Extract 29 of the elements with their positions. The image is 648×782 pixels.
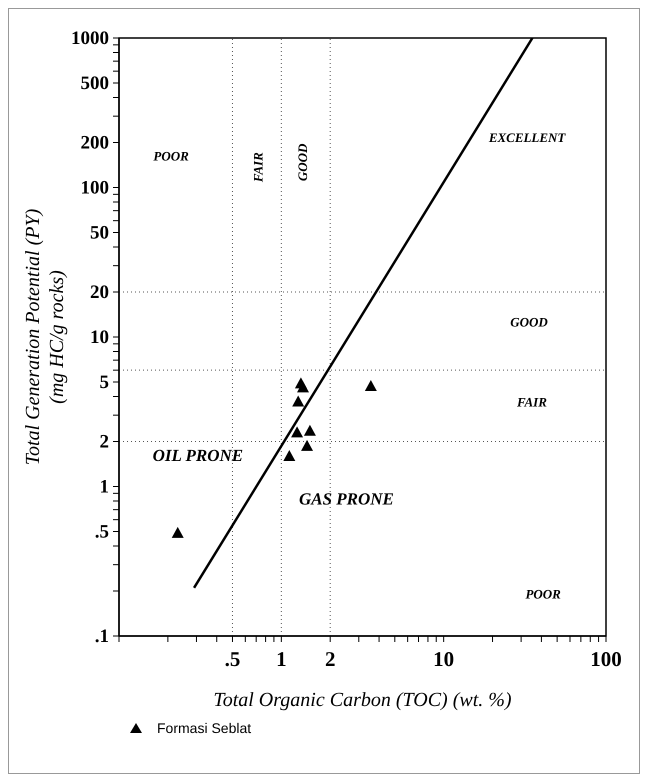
y-tick-label: 200 [80, 132, 109, 154]
annotation: GOOD [295, 143, 310, 182]
x-tick-label: 100 [590, 647, 622, 671]
x-tick-label: 10 [433, 647, 454, 671]
y-tick-label: 10 [90, 327, 109, 348]
annotation: EXCELLENT [488, 130, 566, 145]
y-tick-label: 2 [100, 431, 109, 452]
y-tick-label: 20 [90, 282, 109, 303]
y-tick-label: 500 [80, 73, 109, 94]
legend-label: Formasi Seblat [157, 720, 252, 736]
y-tick-label: 5 [100, 372, 109, 394]
y-tick-label: 1 [100, 476, 109, 498]
annotation: POOR [525, 586, 562, 602]
annotation: OIL PRONE [152, 446, 244, 465]
annotation: GAS PRONE [298, 490, 394, 509]
x-tick-label: 2 [324, 647, 336, 671]
annotation: GOOD [510, 314, 548, 330]
y-tick-label: .5 [94, 522, 109, 543]
y-axis-title: Total Generation Potential (PY) (mg HC/g rocks) [22, 208, 68, 466]
y-tick-label: .1 [94, 626, 109, 647]
annotation: FAIR [250, 152, 266, 184]
annotation: FAIR [516, 394, 548, 410]
x-tick-label: 1 [276, 647, 287, 671]
x-tick-label: .5 [224, 647, 240, 671]
y-tick-label: 100 [80, 178, 109, 198]
x-axis-title: Total Organic Carbon (TOC) (wt. %) [213, 689, 512, 711]
y-tick-label: 50 [90, 222, 109, 244]
annotation: POOR [153, 148, 190, 164]
y-tick-label: 1000 [71, 28, 109, 49]
